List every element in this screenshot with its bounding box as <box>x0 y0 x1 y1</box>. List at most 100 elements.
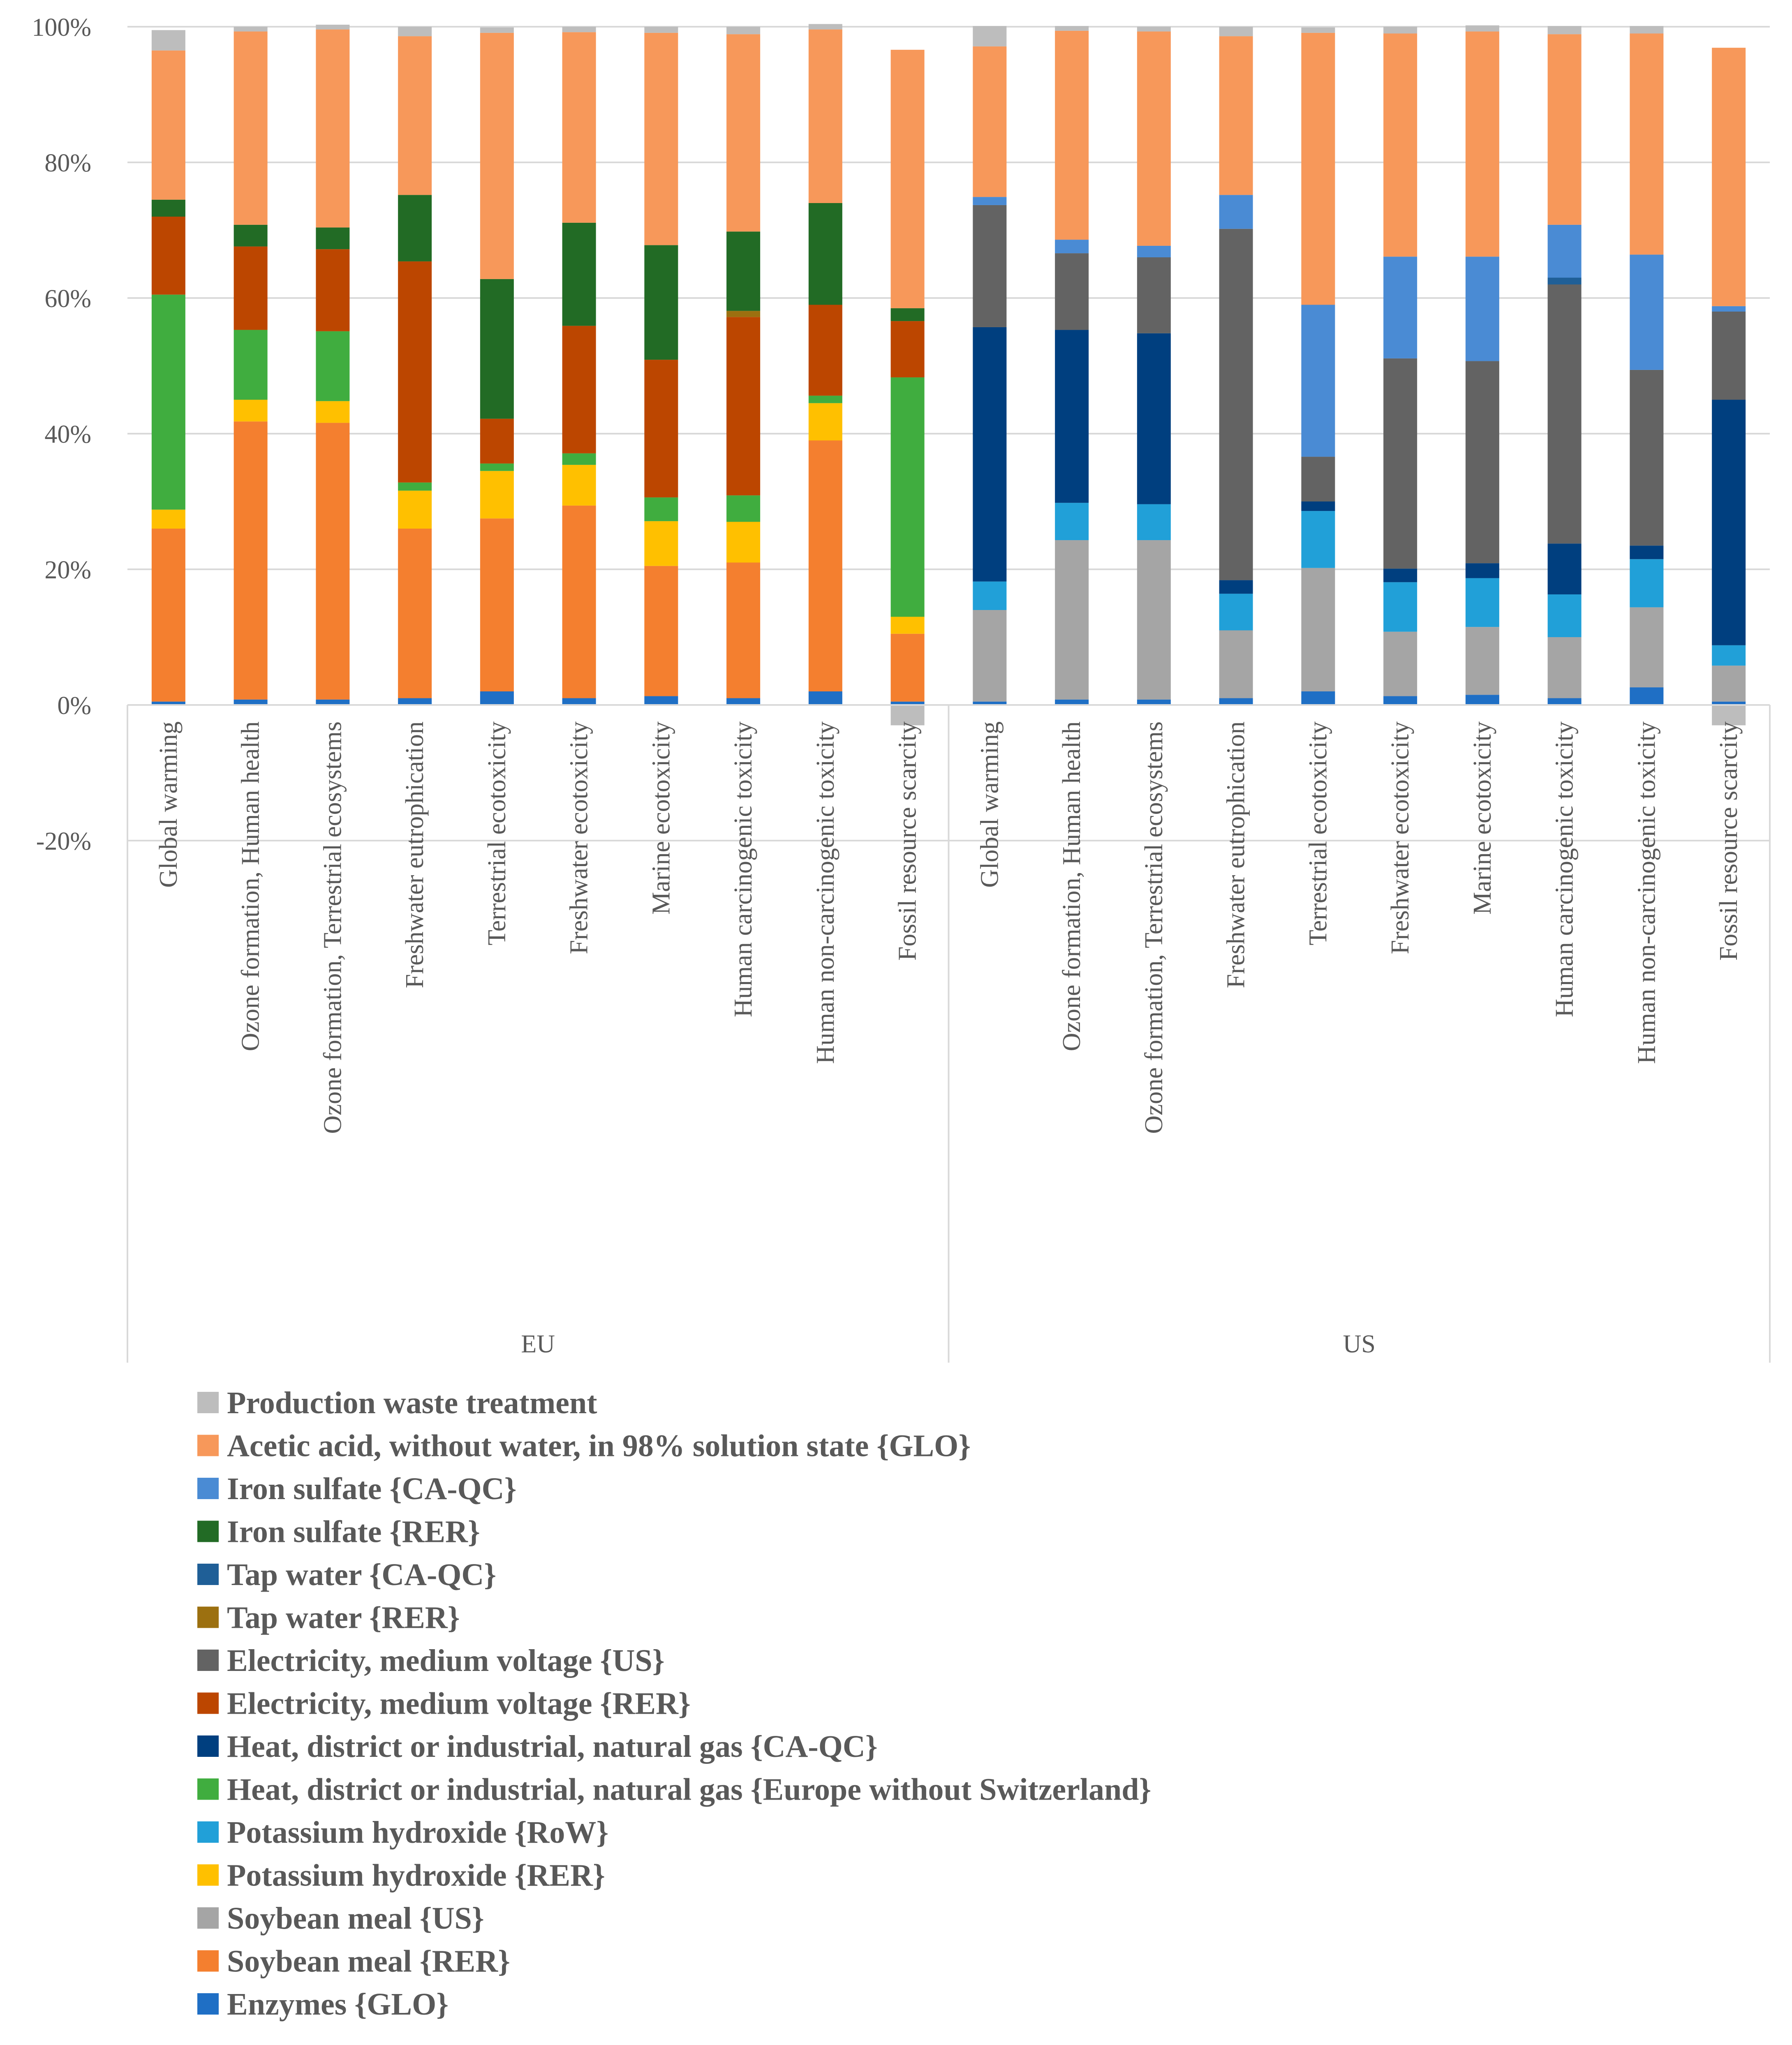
bar-segment <box>726 27 761 35</box>
bar-segment <box>644 360 678 498</box>
bar-segment <box>562 698 596 705</box>
bar-segment <box>562 464 596 506</box>
legend-swatch <box>197 1392 219 1413</box>
bar-segment <box>726 317 761 496</box>
bar-segment <box>1055 503 1089 541</box>
bar-segment <box>562 505 596 698</box>
bar-segment <box>1712 701 1746 705</box>
bar-segment <box>1547 637 1582 698</box>
bar-segment <box>890 50 925 308</box>
bar-segment <box>151 529 185 702</box>
bar-segment <box>1219 36 1253 195</box>
group-label: EU <box>521 1330 555 1358</box>
bar-segment <box>1301 691 1335 705</box>
bar-segment <box>1137 245 1171 257</box>
legend-label: Soybean meal {RER} <box>227 1944 510 1979</box>
bar-segment <box>1137 333 1171 504</box>
bar-segment <box>1630 26 1664 34</box>
bar-segment <box>973 197 1007 205</box>
bar-segment <box>1465 695 1499 705</box>
category-label: Human non-carcinogenic toxicity <box>1632 721 1660 1064</box>
bar-segment <box>726 522 761 563</box>
bar-segment <box>1055 30 1089 240</box>
bar-segment <box>1547 224 1582 278</box>
bar-segment <box>890 633 925 702</box>
bar-segment <box>1383 631 1417 696</box>
legend-swatch <box>197 1650 219 1671</box>
bar-segment <box>808 691 842 705</box>
bar-segment <box>1219 27 1253 37</box>
legend: Production waste treatment Acetic acid, w… <box>197 1386 1152 2022</box>
category-label: Global warming <box>976 721 1004 888</box>
bar-segment <box>480 32 514 279</box>
legend-label: Heat, district or industrial, natural ga… <box>227 1772 1152 1807</box>
bar-segment <box>398 482 432 491</box>
bar-segment <box>234 27 268 32</box>
legend-label: Tap water {CA-QC} <box>227 1557 496 1592</box>
bar-segment <box>1465 361 1499 564</box>
bar-segment <box>234 31 268 225</box>
bar-segment <box>890 308 925 321</box>
bars <box>151 24 1746 726</box>
bar-segment <box>644 32 678 245</box>
category-label: Marine ecotoxicity <box>647 721 675 915</box>
bar-segment <box>1465 256 1499 361</box>
y-tick-label: -20% <box>36 827 91 855</box>
bar-segment <box>1465 627 1499 695</box>
bar-segment <box>1301 457 1335 501</box>
y-tick-label: 40% <box>44 421 91 448</box>
bar-segment <box>316 331 350 401</box>
bar-segment <box>1630 33 1664 255</box>
bar-segment <box>562 222 596 326</box>
bar-segment <box>1219 698 1253 705</box>
bar-segment <box>1547 284 1582 544</box>
bar-segment <box>1383 582 1417 632</box>
legend-label: Potassium hydroxide {RoW} <box>227 1815 608 1850</box>
bar-segment <box>726 311 761 317</box>
bar-segment <box>151 199 185 217</box>
category-label: Ozone formation, Human health <box>1058 721 1086 1051</box>
bar-segment <box>234 246 268 330</box>
bar-segment <box>398 529 432 698</box>
bar-segment <box>1547 277 1582 284</box>
legend-label: Electricity, medium voltage {RER} <box>227 1687 691 1721</box>
category-label: Human non-carcinogenic toxicity <box>812 721 839 1064</box>
bar-segment <box>644 497 678 521</box>
bar-segment <box>398 36 432 195</box>
y-axis-ticks: 100% 80% 60% 40% 20% 0% -20% <box>32 14 91 855</box>
bar-segment <box>562 453 596 465</box>
legend-label: Iron sulfate {RER} <box>227 1515 480 1549</box>
bar-segment <box>1712 306 1746 312</box>
bar-segment <box>398 698 432 705</box>
bar-segment <box>1137 699 1171 705</box>
bar-segment <box>890 321 925 378</box>
bar-segment <box>644 245 678 360</box>
category-label: Ozone formation, Human health <box>237 721 265 1051</box>
bar-segment <box>234 224 268 247</box>
bar-segment <box>1055 540 1089 700</box>
category-label: Freshwater eutrophication <box>1222 721 1250 988</box>
bar-segment <box>151 294 185 510</box>
bar-segment <box>151 701 185 705</box>
bar-segment <box>316 423 350 700</box>
category-label: Freshwater eutrophication <box>401 721 429 988</box>
bar-segment <box>890 701 925 705</box>
bar-segment <box>1137 504 1171 541</box>
bar-segment <box>1630 545 1664 559</box>
bar-segment <box>1219 195 1253 229</box>
legend-label: Enzymes {GLO} <box>227 1987 449 2022</box>
bar-segment <box>1055 240 1089 254</box>
y-tick-label: 0% <box>57 692 91 720</box>
bar-segment <box>1301 501 1335 511</box>
legend-swatch <box>197 1520 219 1542</box>
bar-segment <box>1630 559 1664 608</box>
bar-segment <box>808 305 842 396</box>
bar-segment <box>1055 330 1089 503</box>
bar-segment <box>1383 568 1417 582</box>
bar-segment <box>151 217 185 295</box>
bar-segment <box>1712 48 1746 306</box>
bar-segment <box>316 699 350 705</box>
category-label: Marine ecotoxicity <box>1468 721 1496 915</box>
bar-segment <box>480 691 514 705</box>
bar-segment <box>398 195 432 261</box>
